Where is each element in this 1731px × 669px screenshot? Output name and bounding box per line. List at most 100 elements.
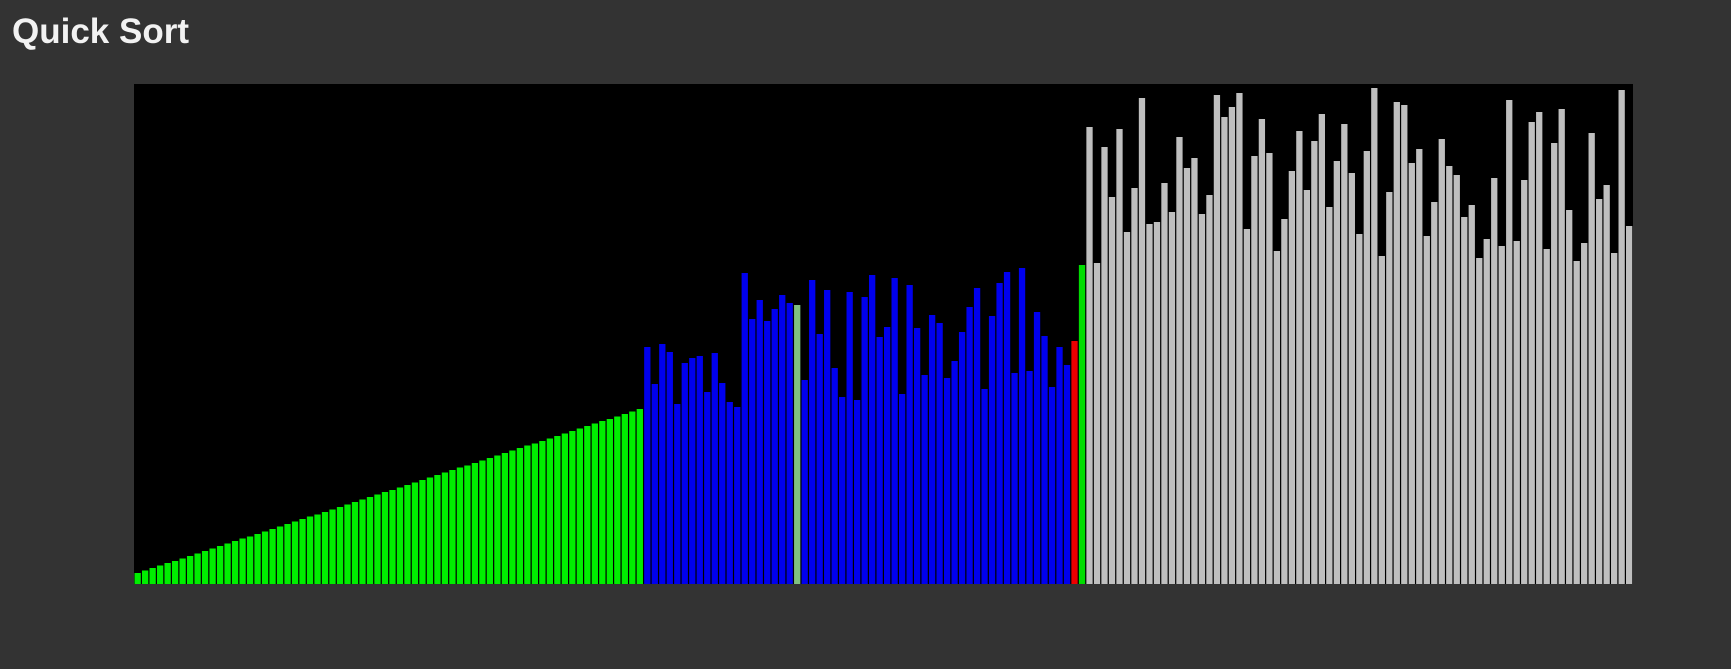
bar-sorted [284,524,291,584]
bar-partition [696,356,703,584]
bar-sorted [621,414,628,584]
bar-sorted [194,553,201,584]
bar-unsorted [1551,143,1558,584]
bar-sorted [269,529,276,584]
bar-unsorted [1303,190,1311,584]
bar-partition [756,300,763,584]
bar-unsorted [1363,151,1370,584]
bar-partition [726,402,733,584]
bar-unsorted [1341,124,1348,584]
bar-partition [786,303,793,584]
bar-sorted [449,470,456,584]
bar-sorted [554,436,561,584]
bar-sorted [344,504,351,584]
bar-compare [794,305,801,584]
bar-partition [771,309,778,584]
bar-sorted [171,561,179,584]
bar-unsorted [1566,210,1573,584]
bar-partition [981,389,988,584]
bar-partition [943,378,951,584]
bar-unsorted [1416,149,1423,584]
bar-sorted [516,448,524,584]
bar-unsorted [1558,109,1565,584]
bar-sorted [441,472,449,584]
bar-partition [681,363,688,584]
bar-partition [824,290,831,584]
bar-sorted [389,490,396,584]
bar-sorted [261,531,269,584]
bar-partition [831,368,838,584]
bar-unsorted [1093,263,1101,584]
bar-sorted [419,480,426,584]
bar-partition [906,285,913,584]
bar-partition [928,315,936,584]
bar-partition [1011,373,1018,584]
bar-unsorted [1153,222,1161,584]
bar-unsorted [1491,178,1498,584]
bar-partition [996,283,1003,584]
bar-unsorted [1131,188,1138,584]
bar-sorted [599,421,606,584]
bar-partition [936,323,943,584]
bar-partition [689,358,696,584]
bar-sorted [614,416,621,584]
bar-partition [816,334,823,584]
bar-sorted [329,509,336,584]
page-title: Quick Sort [12,12,189,51]
bar-sorted [179,558,186,584]
bar-sorted [629,411,636,584]
bar-unsorted [1438,139,1445,584]
bar-partition [891,278,898,584]
bar-sorted [246,536,254,584]
bar-sorted [224,543,231,584]
bar-sorted [359,499,366,584]
bar-unsorted [1318,114,1325,584]
bar-sorted [149,568,156,584]
bar-unsorted [1543,249,1550,584]
bar-partition [913,328,921,584]
bar-sorted [209,548,216,584]
bar-unsorted [1146,224,1153,584]
bar-sorted [569,431,576,584]
bar-unsorted [1588,133,1595,584]
bar-unsorted [1528,122,1535,584]
bar-sorted [434,475,441,584]
bar-sorted [156,565,164,584]
bar-sorted [576,428,583,584]
bar-unsorted [1116,129,1123,584]
bar-partition [839,397,846,584]
bar-sorted [524,445,531,584]
bar-partition [846,292,853,584]
bar-sorted [134,573,141,584]
bar-partition [764,321,771,584]
bar-sorted [186,556,194,584]
bar-partition [921,375,928,584]
bar-sorted [381,492,389,584]
bar-partition [1056,347,1063,584]
bar-partition [749,319,756,584]
bar-unsorted [1401,105,1408,584]
bar-unsorted [1498,246,1505,584]
bar-unsorted [1618,90,1625,584]
bar-unsorted [1266,153,1273,584]
bar-unsorted [1326,207,1333,584]
bar-unsorted [1453,175,1460,584]
bar-sorted [471,463,479,584]
bar-unsorted [1348,173,1355,584]
bar-unsorted [1581,243,1588,584]
bar-unsorted [1408,163,1415,584]
bar-sorted [591,423,598,584]
bar-sorted [501,453,509,584]
bar-unsorted [1228,107,1236,584]
bar-partition [644,347,651,584]
bar-unsorted [1191,158,1198,584]
bar-sorted [374,494,381,584]
bar-unsorted [1236,93,1243,584]
bar-partition [651,384,658,584]
bar-unsorted [1626,226,1633,584]
bar-sorted [464,465,471,584]
bar-unsorted [1086,127,1093,584]
bar-partition [854,400,861,584]
bar-sorted [164,563,171,584]
bar-sorted [291,521,299,584]
